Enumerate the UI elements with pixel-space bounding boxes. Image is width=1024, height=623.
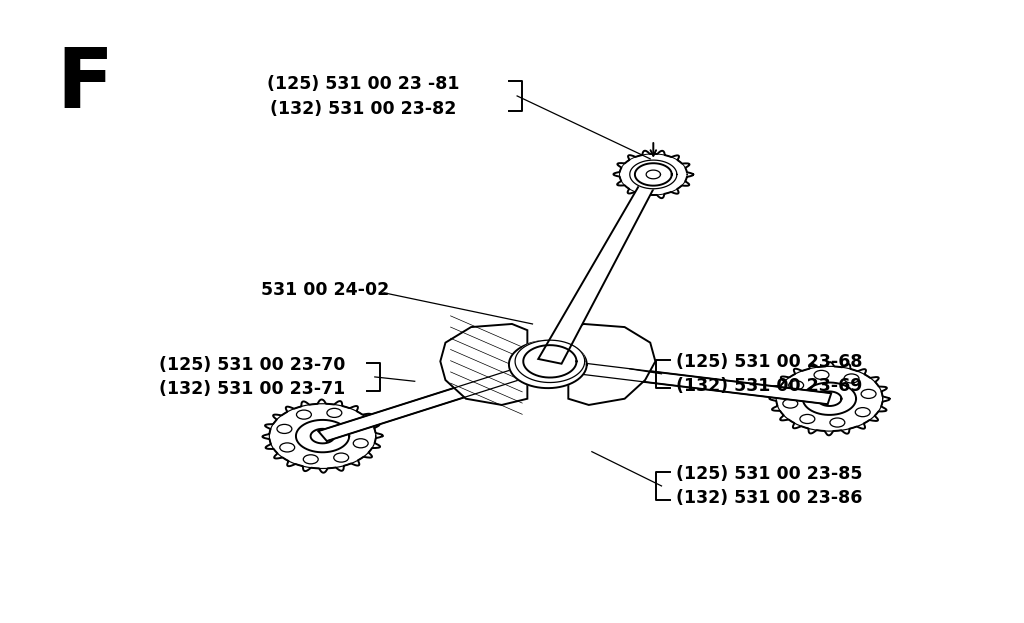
Circle shape (509, 341, 587, 388)
Text: 531 00 24-02: 531 00 24-02 (261, 281, 389, 298)
Circle shape (515, 340, 585, 383)
Text: (125) 531 00 23-68
(132) 531 00 23-69: (125) 531 00 23-68 (132) 531 00 23-69 (676, 353, 862, 395)
Polygon shape (539, 173, 660, 364)
Text: F: F (56, 44, 114, 125)
Polygon shape (440, 324, 527, 405)
Text: (125) 531 00 23 -81
(132) 531 00 23-82: (125) 531 00 23 -81 (132) 531 00 23-82 (267, 75, 460, 118)
Polygon shape (568, 324, 655, 405)
Circle shape (630, 160, 677, 189)
Text: (125) 531 00 23-85
(132) 531 00 23-86: (125) 531 00 23-85 (132) 531 00 23-86 (676, 465, 862, 507)
Text: (125) 531 00 23-70
(132) 531 00 23-71: (125) 531 00 23-70 (132) 531 00 23-71 (159, 356, 345, 398)
Polygon shape (546, 359, 831, 404)
Polygon shape (318, 359, 552, 441)
